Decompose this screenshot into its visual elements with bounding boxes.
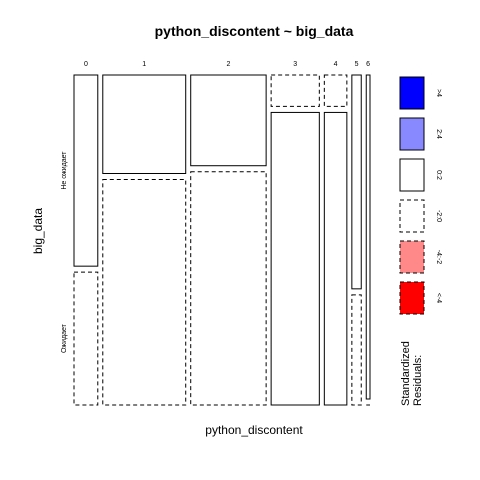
legend-swatch [399, 281, 425, 315]
x-tick-label: 0 [84, 61, 88, 68]
mosaic-cell [190, 171, 267, 406]
legend-label: <-4 [435, 293, 442, 303]
mosaic-cell [73, 271, 99, 406]
mosaic-cell [190, 74, 267, 167]
legend-title: Standardized [400, 341, 412, 406]
mosaic-cell [102, 74, 187, 174]
mosaic-cell [323, 111, 348, 406]
x-tick-label: 6 [366, 61, 370, 68]
legend-label: >4 [435, 89, 442, 97]
mosaic-cell [270, 74, 320, 107]
x-tick-label: 4 [334, 61, 338, 68]
x-tick-label: 2 [226, 61, 230, 68]
mosaic-cell [351, 74, 362, 290]
y-tick-label: Ожидает [61, 323, 68, 353]
chart-title: python_discontent ~ big_data [155, 23, 354, 39]
mosaic-cell [102, 178, 187, 406]
legend: >4 2:4 0:2 -2:0 -4:-2 <-4 Standardized Residual… [399, 76, 442, 406]
legend-swatch [399, 199, 425, 233]
legend-label: -4:-2 [435, 250, 442, 265]
x-tick-label: 1 [142, 61, 146, 68]
x-axis-title: python_discontent [205, 423, 303, 437]
x-tick-label: 5 [355, 61, 359, 68]
legend-swatch [399, 76, 425, 110]
y-tick-label: Не ожидает [61, 151, 68, 190]
mosaic-cell [73, 74, 99, 267]
mosaic-cell [270, 111, 320, 406]
legend-swatch [399, 117, 425, 151]
legend-swatch [399, 158, 425, 192]
mosaic-cell [365, 74, 371, 400]
mosaic-cell [323, 74, 348, 107]
y-axis-title: big_data [31, 208, 45, 254]
x-tick-label: 3 [293, 61, 297, 68]
legend-label: -2:0 [435, 210, 442, 222]
legend-label: 0:2 [435, 170, 442, 180]
legend-title: Residuals: [412, 355, 424, 406]
mosaic-cell [351, 294, 362, 406]
legend-label: 2:4 [435, 129, 442, 139]
legend-swatch [399, 240, 425, 274]
mosaic-cells: 0 1 2 3 4 5 6 Не ожидает Ожидает [61, 61, 371, 406]
